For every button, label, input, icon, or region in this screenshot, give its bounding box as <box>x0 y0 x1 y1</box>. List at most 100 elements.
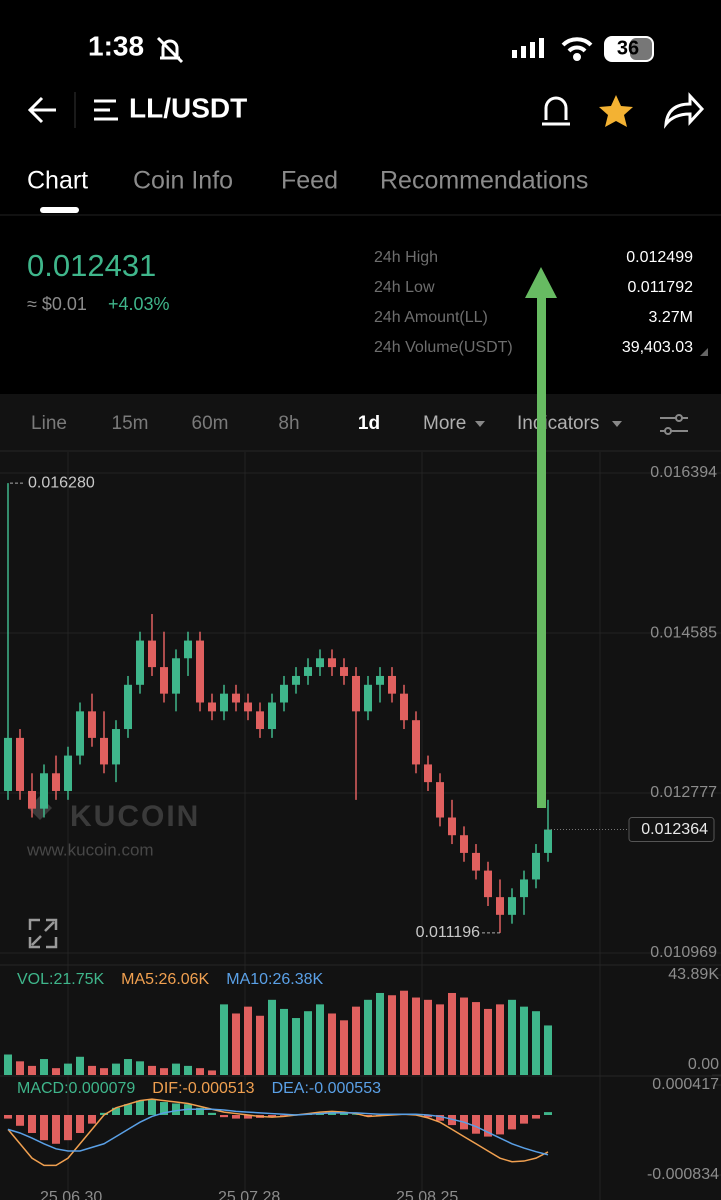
dea-line <box>7 1108 549 1156</box>
macd-bar <box>40 1115 48 1141</box>
volume-bar <box>424 999 432 1075</box>
battery-empty <box>630 38 652 60</box>
stat-value: 0.012499 <box>626 249 693 266</box>
candle-body <box>304 667 312 676</box>
y-tick-label: 0.014585 <box>650 624 717 641</box>
macd-bar <box>424 1115 432 1118</box>
tab[interactable]: Recommendations <box>380 167 588 195</box>
signal-icon <box>512 38 544 58</box>
indicator-label: DIF:-0.000513 <box>152 1080 254 1097</box>
dropdown-caret <box>475 421 485 427</box>
y-tick-label: -0.000834 <box>647 1166 719 1183</box>
wifi-icon <box>561 37 593 61</box>
volume-bar <box>160 1068 168 1075</box>
interval[interactable]: 60m <box>192 413 229 434</box>
candle-body <box>364 684 372 712</box>
indicators-button[interactable]: Indicators <box>517 413 599 434</box>
volume-bar <box>16 1061 24 1075</box>
candle-body <box>280 684 288 703</box>
candle-body <box>268 702 276 730</box>
macd-bar <box>484 1115 492 1137</box>
plot: KUCOIN www.kucoin.com 0.016280 0.011196 0.01… <box>4 474 715 1200</box>
candle-body <box>424 764 432 783</box>
dropdown-caret <box>612 421 622 427</box>
volume-bar <box>280 1008 288 1075</box>
candle-body <box>220 693 228 712</box>
tab[interactable]: Chart <box>27 167 88 195</box>
macd-bar <box>160 1102 168 1115</box>
expand-icon[interactable] <box>28 918 58 949</box>
fiat-price: ≈ $0.01 <box>27 294 87 314</box>
back-button[interactable] <box>27 96 56 124</box>
volume-bar <box>364 999 372 1075</box>
candle-body <box>196 640 204 703</box>
candle-body <box>100 737 108 765</box>
volume-bar <box>508 999 516 1075</box>
interval-active[interactable]: 1d <box>358 413 380 434</box>
settings-icon[interactable] <box>660 414 688 435</box>
watermark-url: www.kucoin.com <box>26 840 154 859</box>
macd-bar <box>244 1115 252 1119</box>
candle-body <box>52 773 60 791</box>
candle-body <box>64 755 72 791</box>
volume-bar <box>448 992 456 1075</box>
candle-body <box>340 667 348 676</box>
volume-bar <box>472 1002 480 1075</box>
candle-body <box>244 702 252 712</box>
macd-bar <box>544 1112 552 1115</box>
indicator-label: MA10:26.38K <box>226 971 323 988</box>
volume-bar <box>124 1059 132 1075</box>
macd-bar <box>496 1115 504 1135</box>
interval-more[interactable]: More <box>423 413 466 434</box>
macd-bar <box>340 1112 348 1115</box>
volume-bar <box>148 1065 156 1075</box>
stat-value: 0.011792 <box>627 279 693 296</box>
volume-bar <box>184 1065 192 1075</box>
interval[interactable]: 15m <box>112 413 149 434</box>
stat-label: 24h Amount(LL) <box>374 309 488 326</box>
macd-bar <box>52 1115 60 1144</box>
candle-body <box>532 852 540 880</box>
macd-bar <box>172 1103 180 1115</box>
interval[interactable]: 8h <box>278 413 299 434</box>
macd-bar <box>232 1115 240 1119</box>
pair-title[interactable]: LL/USDT <box>129 92 247 123</box>
corner-indicator <box>700 348 708 356</box>
macd-bar <box>16 1115 24 1126</box>
volume-bar <box>208 1070 216 1075</box>
volume-bar <box>340 1020 348 1075</box>
x-tick-label: 25.07.28 <box>218 1189 280 1200</box>
tab[interactable]: Coin Info <box>133 167 233 195</box>
indicator-label: MACD:0.000079 <box>17 1080 135 1097</box>
macd-bar <box>64 1115 72 1141</box>
candle-body <box>460 835 468 853</box>
volume-bar <box>352 1006 360 1075</box>
candle-body <box>76 711 84 756</box>
macd-bar <box>436 1115 444 1121</box>
alert-icon[interactable] <box>542 96 570 126</box>
volume-bar <box>100 1068 108 1075</box>
x-tick-label: 25.08.25 <box>396 1189 458 1200</box>
y-tick-label: 0.00 <box>688 1056 719 1073</box>
volume-bar <box>220 1004 228 1075</box>
share-icon[interactable] <box>664 92 705 129</box>
grid: 0.016394 0.014585 0.012777 0.010969 43.89K 0.… <box>0 452 721 1200</box>
macd-bar <box>520 1115 528 1124</box>
macd-bar <box>28 1115 36 1133</box>
favorite-star[interactable] <box>599 95 633 127</box>
last-price-box <box>628 817 715 843</box>
y-tick-label: 0.012777 <box>650 784 717 801</box>
interval[interactable]: Line <box>31 413 67 434</box>
status-time: 1:38 <box>88 30 144 61</box>
volume-bar <box>40 1059 48 1075</box>
volume-bar <box>112 1063 120 1075</box>
volume-bar <box>400 990 408 1075</box>
menu-icon[interactable] <box>94 99 118 121</box>
indicator-label: DEA:-0.000553 <box>272 1080 382 1097</box>
tab[interactable]: Feed <box>281 167 338 195</box>
macd-bar <box>148 1099 156 1115</box>
macd-bar <box>196 1107 204 1115</box>
stat-label: 24h Volume(USDT) <box>374 339 513 356</box>
candle-body <box>208 702 216 712</box>
macd-bar <box>280 1115 288 1116</box>
